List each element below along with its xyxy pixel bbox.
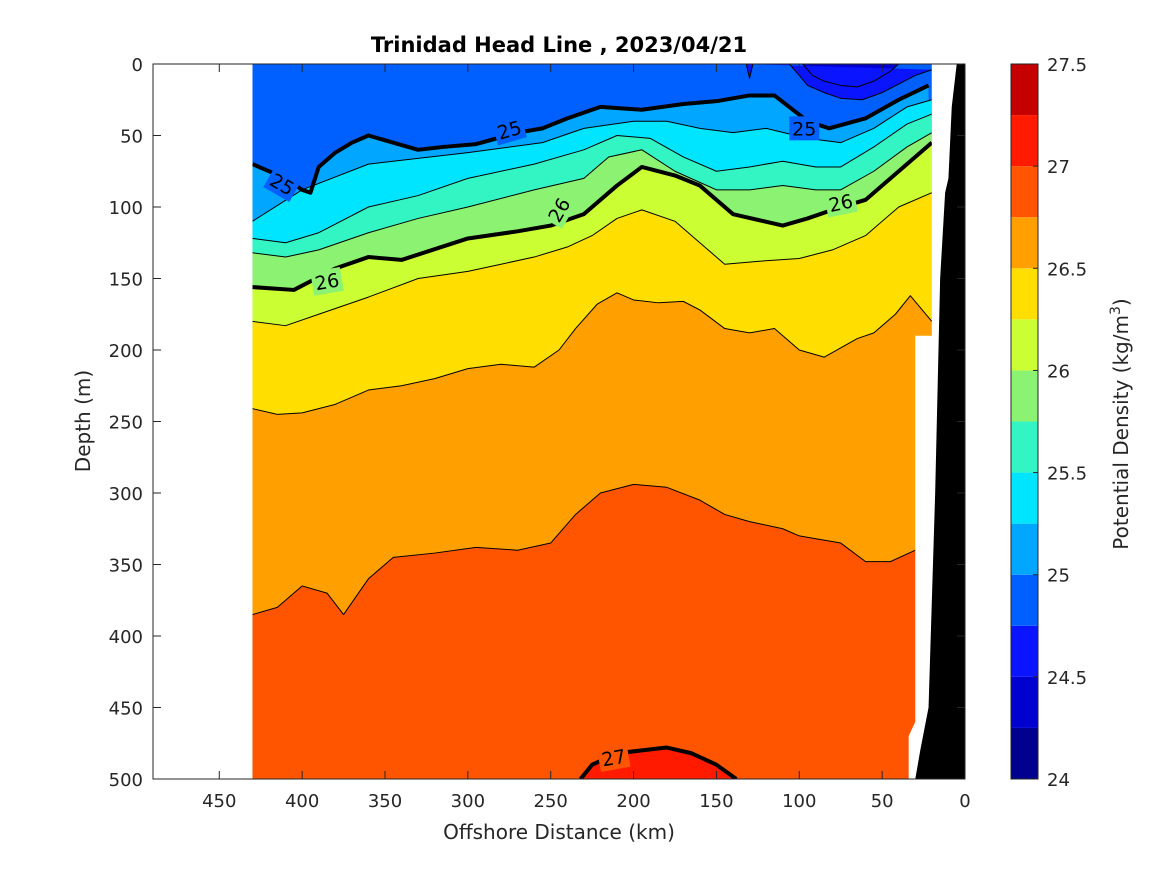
y-axis-label: Depth (m) (71, 370, 95, 472)
thin-contour-layer (252, 64, 933, 616)
y-tick-label: 500 (109, 770, 143, 791)
colorbar-tick-label: 27 (1047, 157, 1070, 178)
isopycnal-26.5 (252, 292, 933, 415)
isopycnal-25.5 (252, 113, 933, 244)
colorbar-tick-label: 24.5 (1047, 668, 1087, 689)
y-tick-label: 100 (109, 198, 143, 219)
contour-label-bg (310, 266, 344, 296)
contour-label-26: 26 (827, 190, 855, 217)
colorbar-swatch (1011, 676, 1038, 728)
isopycnal-24.75 (745, 64, 933, 101)
x-tick-label: 300 (451, 791, 485, 812)
colorbar-label-superscript: 3 (1108, 306, 1124, 315)
contour-label-27: 27 (600, 746, 628, 772)
y-tick-label: 0 (132, 55, 143, 76)
colorbar-swatch (1011, 319, 1038, 371)
mask-layer (153, 64, 965, 779)
colorbar-swatch (1011, 727, 1038, 779)
y-tick-label: 300 (109, 484, 143, 505)
x-tick-label: 350 (368, 791, 402, 812)
contour-label-bg (263, 166, 302, 203)
colorbar-swatch (1011, 574, 1038, 626)
x-tick-label: 200 (616, 791, 650, 812)
contour-label-bg (596, 743, 631, 772)
contour-label-bg (491, 114, 528, 146)
colorbar-swatch (1011, 166, 1038, 218)
isopycnal-25.25 (252, 99, 932, 222)
isopycnal-24.5 (802, 64, 900, 88)
contour-label-bg (541, 190, 577, 229)
contour-label-26: 26 (313, 269, 341, 295)
colorbar-swatch (1011, 115, 1038, 167)
colorbar-swatch (1011, 625, 1038, 677)
x-tick-label: 400 (285, 791, 319, 812)
colorbar-swatch (1011, 421, 1038, 473)
colorbar-tick-label: 27.5 (1047, 55, 1087, 76)
colorbar: 24 24.5 25 25.5 26 26.5 27 27.5 (1010, 55, 1087, 791)
colorbar-tick-label: 26.5 (1047, 259, 1087, 280)
colorbar-frame (1010, 63, 1039, 780)
contour-label-bg (789, 116, 820, 141)
colorbar-swatch (1011, 268, 1038, 320)
contour-label-25: 25 (792, 118, 816, 140)
colorbar-label: Potential Density (kg/m3) (1108, 298, 1133, 549)
isopycnal-26.75 (252, 483, 933, 616)
colorbar-tick-label: 25.5 (1047, 464, 1087, 485)
x-tick-label: 50 (871, 791, 894, 812)
y-tick-label: 450 (109, 699, 143, 720)
x-tick-label: 450 (202, 791, 236, 812)
x-tick-label: 250 (534, 791, 568, 812)
x-axis: 450 400 350 300 250 200 150 100 50 0 (202, 64, 971, 812)
y-tick-label: 400 (109, 627, 143, 648)
colorbar-swatch (1011, 370, 1038, 422)
colorbar-swatch (1011, 523, 1038, 575)
colorbar-swatch (1011, 472, 1038, 524)
isopycnal-27 (578, 745, 738, 779)
isopycnal-26.25 (252, 192, 933, 327)
density-fill-layer (252, 64, 932, 779)
y-tick-label: 50 (120, 127, 143, 148)
x-tick-label: 100 (782, 791, 816, 812)
no-data-offshore (153, 64, 253, 779)
y-tick-label: 150 (109, 270, 143, 291)
density-band-26.75 (252, 484, 932, 779)
y-axis: 0 50 100 150 200 250 300 350 400 450 500 (109, 55, 965, 791)
colorbar-tick-label: 25 (1047, 566, 1070, 587)
colorbar-swatch (1011, 64, 1038, 116)
contour-label-bg (823, 187, 858, 218)
isopycnal-25.75 (252, 132, 933, 258)
y-tick-label: 200 (109, 341, 143, 362)
colorbar-swatch (1011, 217, 1038, 269)
colorbar-label-end: ) (1109, 298, 1133, 306)
y-tick-label: 350 (109, 556, 143, 577)
x-axis-label: Offshore Distance (km) (443, 820, 675, 844)
y-tick-label: 250 (109, 413, 143, 434)
colorbar-tick-label: 26 (1047, 361, 1070, 382)
bathymetry (915, 64, 965, 779)
colorbar-label-text: Potential Density (kg/m (1109, 315, 1133, 550)
x-tick-label: 0 (959, 791, 970, 812)
colorbar-tick-label: 24 (1047, 770, 1070, 791)
x-tick-label: 150 (699, 791, 733, 812)
chart-title: Trinidad Head Line , 2023/04/21 (371, 33, 747, 57)
